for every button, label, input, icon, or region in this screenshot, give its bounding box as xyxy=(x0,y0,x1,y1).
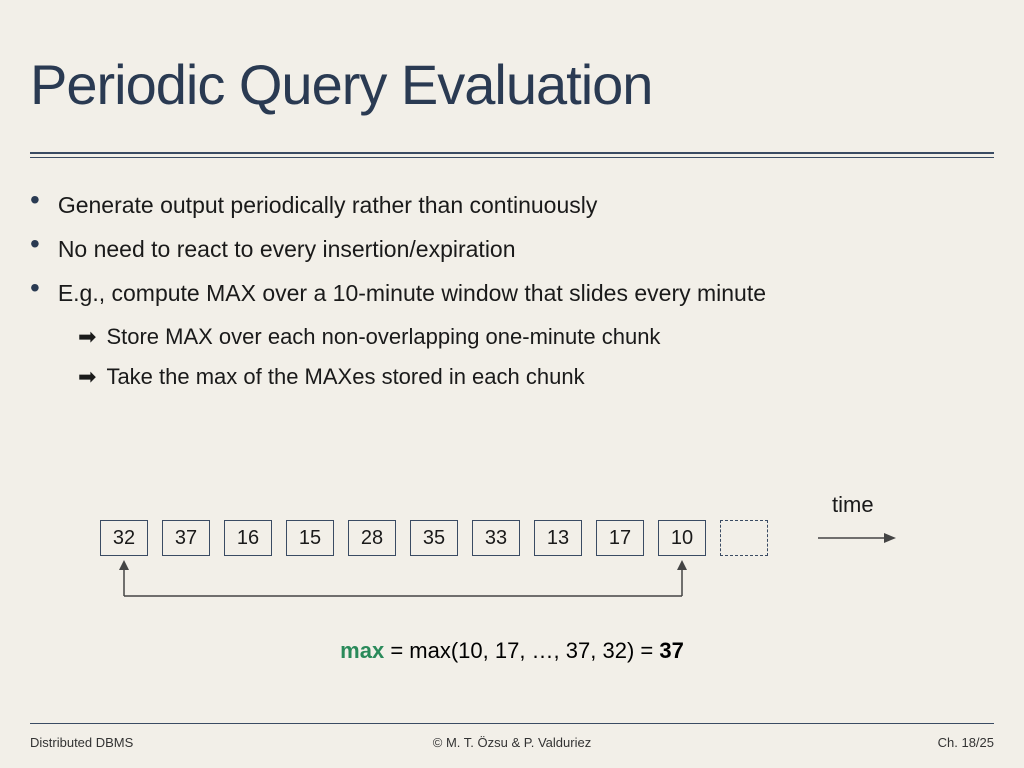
value-box: 16 xyxy=(224,520,272,556)
arrow-right-icon: ➡ xyxy=(78,322,96,352)
bracket-icon xyxy=(100,556,712,616)
value-box: 32 xyxy=(100,520,148,556)
value-box: 33 xyxy=(472,520,520,556)
presentation-slide: Periodic Query Evaluation • Generate out… xyxy=(0,0,1024,768)
value-box: 28 xyxy=(348,520,396,556)
sub-bullet-item: ➡ Store MAX over each non-overlapping on… xyxy=(78,322,994,352)
value-box: 37 xyxy=(162,520,210,556)
footer-rule xyxy=(30,723,994,724)
max-keyword: max xyxy=(340,638,384,663)
sub-bullet-text: Take the max of the MAXes stored in each… xyxy=(106,362,584,392)
arrow-right-icon: ➡ xyxy=(78,362,96,392)
bullet-text: No need to react to every insertion/expi… xyxy=(58,234,516,264)
footer-right: Ch. 18/25 xyxy=(938,735,994,750)
bullet-item: • No need to react to every insertion/ex… xyxy=(30,234,994,264)
sub-bullet-text: Store MAX over each non-overlapping one-… xyxy=(106,322,660,352)
slide-title: Periodic Query Evaluation xyxy=(30,52,652,117)
bullet-item: • E.g., compute MAX over a 10-minute win… xyxy=(30,278,994,308)
max-body: = max(10, 17, …, 37, 32) = xyxy=(384,638,659,663)
value-box: 35 xyxy=(410,520,458,556)
value-box: 13 xyxy=(534,520,582,556)
value-boxes: 32 37 16 15 28 35 33 13 17 10 xyxy=(100,520,768,556)
value-box: 10 xyxy=(658,520,706,556)
max-result: 37 xyxy=(659,638,683,663)
max-expression: max = max(10, 17, …, 37, 32) = 37 xyxy=(0,638,1024,664)
value-box-pending xyxy=(720,520,768,556)
title-rule xyxy=(30,152,994,158)
bullet-dot-icon: • xyxy=(30,280,40,296)
bullet-list: • Generate output periodically rather th… xyxy=(30,190,994,400)
bullet-item: • Generate output periodically rather th… xyxy=(30,190,994,220)
footer-center: © M. T. Özsu & P. Valduriez xyxy=(0,735,1024,750)
time-label: time xyxy=(832,492,874,518)
bullet-dot-icon: • xyxy=(30,192,40,208)
value-box: 15 xyxy=(286,520,334,556)
bullet-text: E.g., compute MAX over a 10-minute windo… xyxy=(58,278,766,308)
value-box: 17 xyxy=(596,520,644,556)
sub-bullet-item: ➡ Take the max of the MAXes stored in ea… xyxy=(78,362,994,392)
bullet-text: Generate output periodically rather than… xyxy=(58,190,598,220)
time-arrow-icon xyxy=(818,528,898,548)
bullet-dot-icon: • xyxy=(30,236,40,252)
